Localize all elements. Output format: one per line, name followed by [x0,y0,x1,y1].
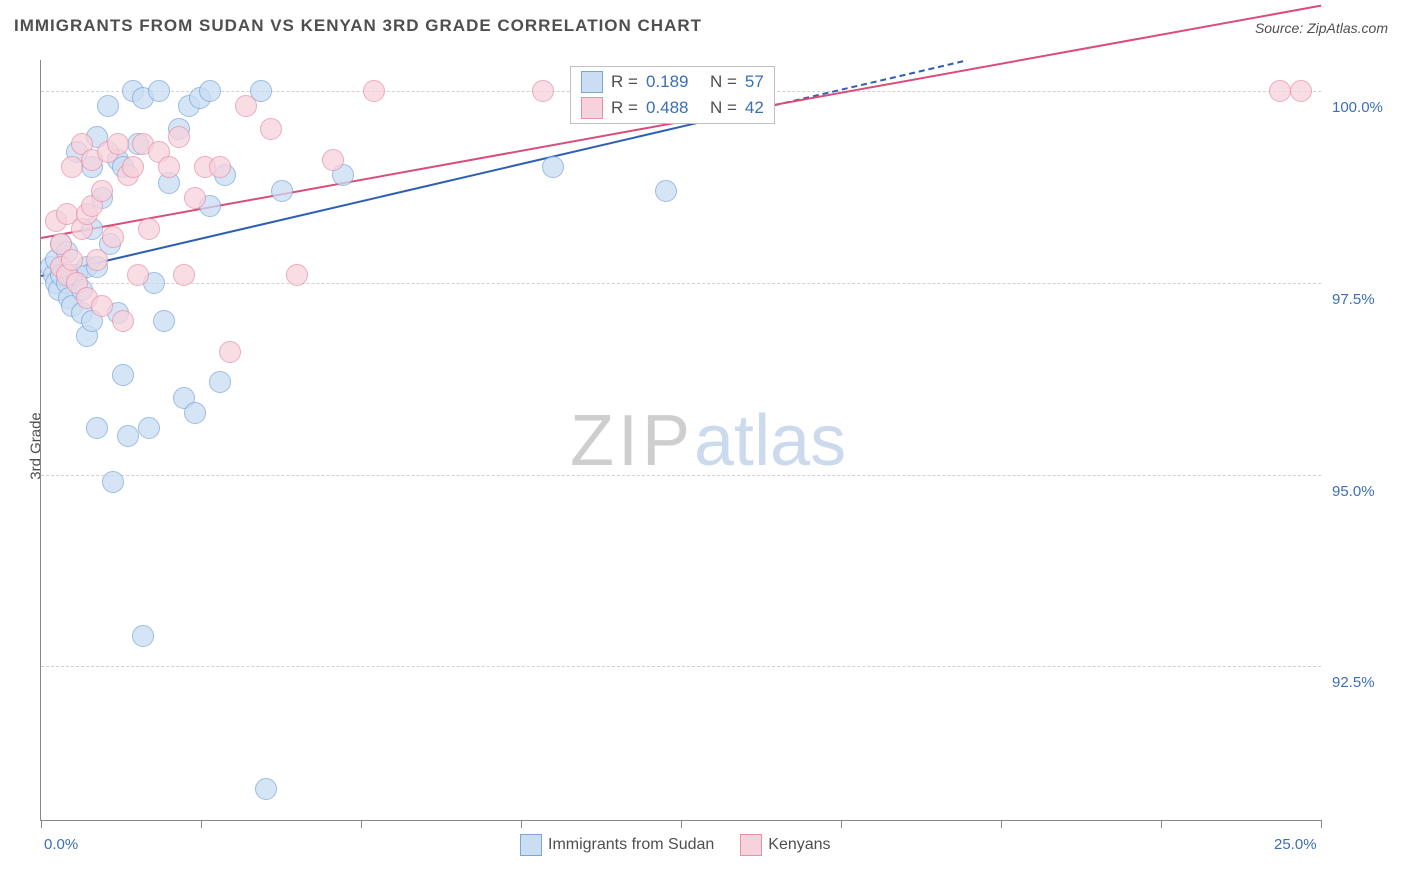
legend-swatch [581,71,603,93]
y-tick-label: 92.5% [1332,674,1375,691]
x-tick-label: 25.0% [1274,836,1317,853]
data-point [97,95,119,117]
legend-item: Kenyans [740,834,830,856]
data-point [102,471,124,493]
legend-row: R = 0.189 N = 57 [575,69,770,95]
data-point [209,156,231,178]
legend-item: Immigrants from Sudan [520,834,714,856]
data-point [235,95,257,117]
data-point [173,264,195,286]
data-point [86,417,108,439]
gridline-h [41,666,1321,667]
legend-swatch [520,834,542,856]
legend-r-label: R = [611,95,638,121]
legend-n-label: N = [710,95,737,121]
data-point [127,264,149,286]
data-point [219,341,241,363]
scatter-chart [40,60,1321,821]
source-attribution: Source: ZipAtlas.com [1255,20,1388,36]
data-point [209,371,231,393]
data-point [91,295,113,317]
x-tick [1161,820,1162,828]
legend-n-label: N = [710,69,737,95]
gridline-h [41,475,1321,476]
data-point [138,218,160,240]
series-legend: Immigrants from Sudan Kenyans [520,834,831,856]
legend-n-value: 57 [745,69,764,95]
data-point [102,226,124,248]
data-point [112,310,134,332]
legend-r-label: R = [611,69,638,95]
data-point [1269,80,1291,102]
data-point [153,310,175,332]
data-point [271,180,293,202]
legend-swatch [740,834,762,856]
data-point [184,402,206,424]
data-point [86,249,108,271]
data-point [655,180,677,202]
x-tick [841,820,842,828]
x-tick-label: 0.0% [44,836,78,853]
data-point [322,149,344,171]
legend-n-value: 42 [745,95,764,121]
data-point [184,187,206,209]
data-point [91,180,113,202]
y-tick-label: 100.0% [1332,99,1383,116]
data-point [255,778,277,800]
correlation-legend: R = 0.189 N = 57 R = 0.488 N = 42 [570,66,775,124]
legend-r-value: 0.189 [646,69,702,95]
data-point [117,425,139,447]
data-point [199,80,221,102]
data-point [260,118,282,140]
x-tick [1001,820,1002,828]
x-tick [681,820,682,828]
x-tick [361,820,362,828]
data-point [363,80,385,102]
data-point [158,156,180,178]
data-point [112,364,134,386]
data-point [542,156,564,178]
legend-swatch [581,97,603,119]
chart-title: IMMIGRANTS FROM SUDAN VS KENYAN 3RD GRAD… [14,16,702,36]
y-tick-label: 95.0% [1332,483,1375,500]
x-tick [1321,820,1322,828]
data-point [148,80,170,102]
data-point [61,249,83,271]
data-point [122,156,144,178]
data-point [168,126,190,148]
data-point [532,80,554,102]
legend-r-value: 0.488 [646,95,702,121]
legend-row: R = 0.488 N = 42 [575,95,770,121]
data-point [61,156,83,178]
data-point [1290,80,1312,102]
data-point [286,264,308,286]
legend-label: Kenyans [768,836,830,853]
gridline-h [41,283,1321,284]
data-point [107,133,129,155]
x-tick [41,820,42,828]
data-point [132,625,154,647]
x-tick [521,820,522,828]
data-point [138,417,160,439]
x-tick [201,820,202,828]
legend-label: Immigrants from Sudan [548,836,714,853]
y-tick-label: 97.5% [1332,291,1375,308]
